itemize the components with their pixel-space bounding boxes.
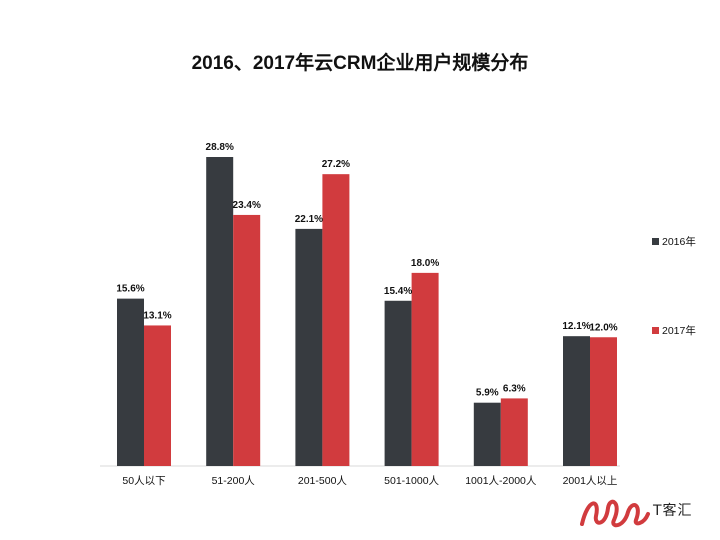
data-label: 12.0%	[589, 322, 617, 333]
category-label: 2001人以上	[563, 475, 618, 487]
category-label: 51-200人	[212, 475, 256, 487]
data-label: 23.4%	[233, 200, 261, 211]
data-label: 6.3%	[503, 383, 526, 394]
bar-1	[117, 298, 144, 466]
bar-1	[473, 402, 501, 466]
legend-swatch	[652, 238, 659, 245]
bar-1	[206, 157, 234, 466]
category-label: 1001人-2000人	[465, 475, 537, 487]
data-label: 22.1%	[295, 214, 323, 225]
bar-2	[144, 325, 171, 466]
category-label: 501-1000人	[384, 475, 439, 487]
legend-label: 2016年	[662, 235, 696, 248]
data-label: 15.6%	[116, 284, 144, 295]
bar-1	[384, 300, 412, 466]
data-label: 13.1%	[143, 310, 171, 321]
bar-2	[411, 272, 439, 466]
data-label: 18.0%	[411, 258, 439, 269]
bar-2	[590, 337, 617, 466]
data-label: 27.2%	[322, 159, 350, 170]
data-label: 12.1%	[562, 321, 590, 332]
category-label: 201-500人	[298, 475, 348, 487]
category-label: 50人以下	[122, 475, 165, 487]
data-label: 5.9%	[476, 388, 499, 399]
legend-label: 2017年	[662, 324, 696, 337]
chart-title: 2016、2017年云CRM企业用户规模分布	[191, 53, 529, 74]
legend-swatch	[652, 327, 659, 334]
bar-2	[233, 214, 261, 466]
data-label: 15.4%	[384, 286, 412, 297]
bar-2	[500, 398, 528, 466]
bar-1	[563, 336, 590, 466]
logo-swirl-icon	[580, 499, 650, 528]
watermark-logo	[580, 499, 650, 528]
watermark-text: T客汇	[653, 503, 693, 519]
bar-2	[322, 174, 350, 466]
data-label: 28.8%	[206, 142, 234, 153]
bar-1	[295, 228, 323, 466]
